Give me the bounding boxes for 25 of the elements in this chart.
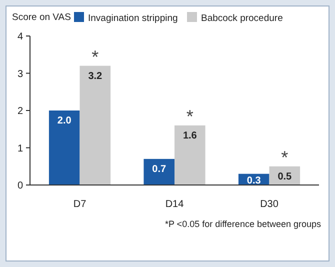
data-label: 1.6 [182, 130, 198, 142]
data-label: 0.5 [278, 171, 292, 182]
y-tick-label: 2 [17, 106, 24, 117]
y-tick-label: 3 [17, 68, 24, 80]
data-label: 3.2 [88, 70, 103, 82]
annotation: * [281, 147, 288, 168]
y-tick-label: 4 [17, 32, 24, 42]
annotation: * [186, 106, 194, 126]
legend-label: Babcock procedure [201, 13, 283, 24]
bar [80, 66, 111, 185]
bar [144, 158, 174, 185]
data-label: 0.3 [246, 176, 262, 186]
y-axis-title: Score on VAS [12, 12, 71, 23]
bar [174, 125, 206, 185]
x-tick-label: D14 [165, 199, 184, 210]
text: *P <0.05 for difference between groups [164, 219, 322, 229]
y-tick-label: 0 [17, 180, 24, 192]
legend-label: Invagination stripping [88, 13, 178, 24]
bar [48, 110, 80, 185]
x-tick-label: D7 [73, 199, 87, 210]
annotation: * [92, 46, 99, 67]
data-label: 0.7 [152, 164, 166, 175]
x-tick-label: D30 [260, 199, 279, 210]
y-tick-label: 1 [17, 143, 24, 154]
data-label: 2.0 [57, 116, 72, 126]
